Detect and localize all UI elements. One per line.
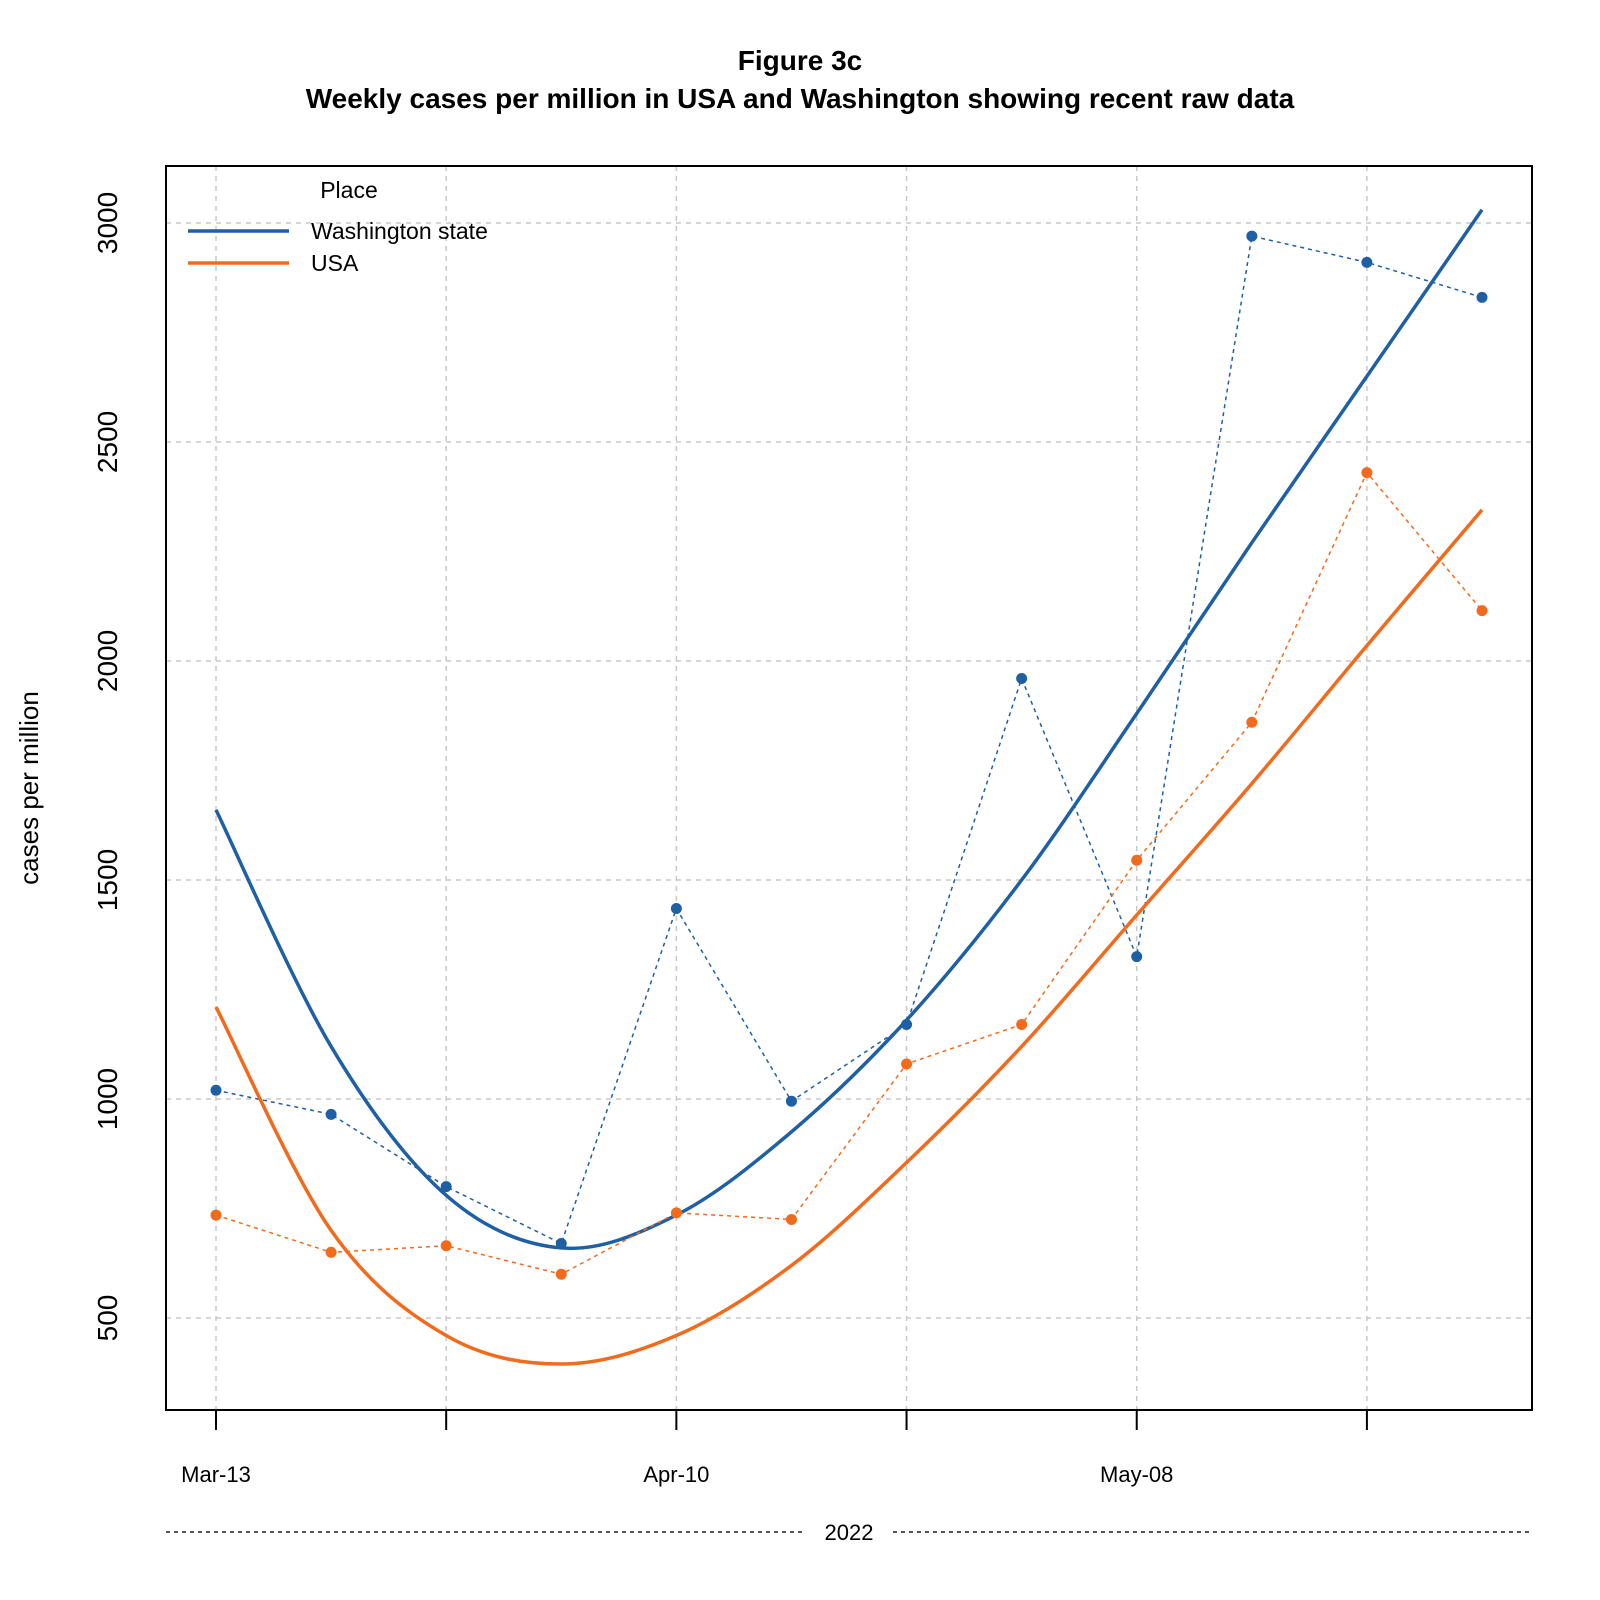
legend-title: Place [320, 177, 378, 203]
usa-raw-line [215, 471, 1483, 1276]
y-tick-label: 1000 [92, 1068, 123, 1130]
plot-frame [165, 165, 1533, 1411]
y-tick-label: 1500 [92, 849, 123, 911]
y-tick-label: 3000 [92, 192, 123, 254]
usa-raw-point [210, 1209, 222, 1221]
series-layer [210, 208, 1488, 1366]
x-tick-label: Mar-13 [181, 1462, 251, 1487]
washington-state-raw-point [440, 1181, 452, 1193]
usa-raw-point [1246, 716, 1258, 728]
washington-state-raw-point [1131, 951, 1143, 963]
usa-raw-point [1131, 854, 1143, 866]
legend-entry: Washington state [311, 218, 488, 244]
washington-state-raw-line [215, 235, 1483, 1245]
x-axis-caption: 2022 [825, 1520, 874, 1545]
washington-state-raw-point [1016, 672, 1028, 684]
washington-state-raw-point [1361, 256, 1373, 268]
washington-state-raw-point [555, 1238, 567, 1250]
grid-layer [166, 166, 1532, 1410]
legend: Place Washington state USA [188, 177, 488, 276]
x-tick-label: Apr-10 [643, 1462, 709, 1487]
y-axis-label: cases per million [14, 691, 44, 885]
usa-raw-point [785, 1213, 797, 1225]
washington-state-raw-point [785, 1095, 797, 1107]
washington-state-raw-point [325, 1108, 337, 1120]
washington-state-raw-point [1476, 291, 1488, 303]
usa-raw-point [1016, 1019, 1028, 1031]
usa-raw-point [325, 1246, 337, 1258]
y-tick-label: 2000 [92, 630, 123, 692]
usa-raw-point [1476, 605, 1488, 617]
washington-state-raw-point [210, 1084, 222, 1096]
x-tick-label: May-08 [1100, 1462, 1173, 1487]
usa-raw-point [555, 1268, 567, 1280]
usa-trend-line [214, 508, 1484, 1366]
usa-raw-point [1361, 467, 1373, 479]
axis-layer: 500 1000 1500 2000 2500 3000 Mar-13 Apr-10 May-0… [92, 192, 1368, 1487]
washington-state-raw-point [901, 1019, 913, 1031]
washington-state-trend-line [214, 208, 1484, 1251]
chart-title-block: Figure 3c Weekly cases per million in US… [0, 42, 1600, 118]
washington-state-raw-point [670, 902, 682, 914]
chart-title: Figure 3c [737, 45, 863, 76]
y-tick-label: 2500 [92, 411, 123, 473]
usa-raw-point [440, 1240, 452, 1252]
legend-entry: USA [311, 250, 359, 276]
usa-raw-point [670, 1207, 682, 1219]
washington-state-raw-point [1246, 230, 1258, 242]
y-tick-label: 500 [92, 1295, 123, 1342]
usa-raw-point [901, 1058, 913, 1070]
chart-subtitle: Weekly cases per million in USA and Wash… [305, 83, 1295, 114]
